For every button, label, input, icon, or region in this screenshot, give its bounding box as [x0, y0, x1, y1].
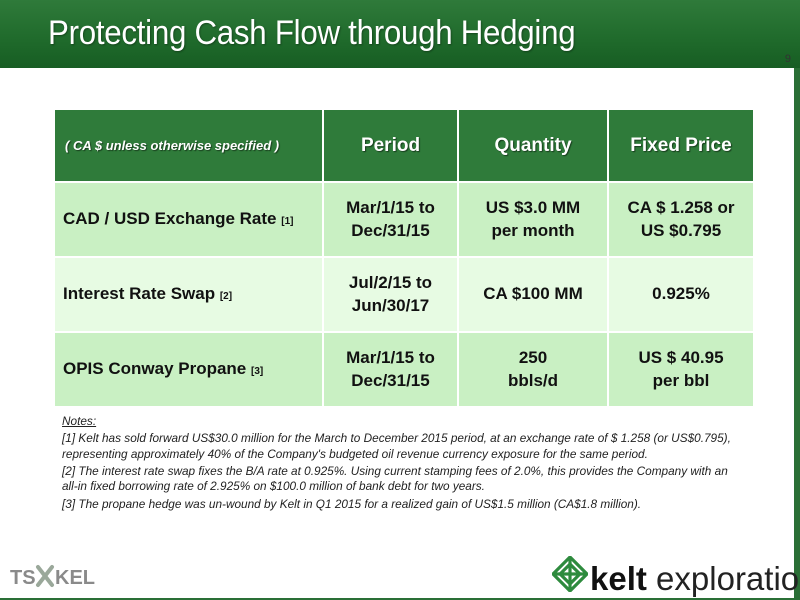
row-quantity: US $3.0 MM per month: [457, 181, 609, 258]
period-line-2: Dec/31/15: [351, 220, 430, 240]
table-row: Interest Rate Swap [2] Jul/2/15 to Jun/30…: [53, 256, 755, 333]
row-period: Jul/2/15 to Jun/30/17: [322, 256, 459, 333]
exploration-word: exploration: [656, 560, 800, 597]
period-line-2: Dec/31/15: [351, 370, 430, 390]
row-period: Mar/1/15 to Dec/31/15: [322, 181, 459, 258]
row-quantity: 250 bbls/d: [457, 331, 609, 408]
period-line-1: Jul/2/15 to: [348, 272, 433, 292]
quantity-line-1: CA $100 MM: [483, 284, 583, 304]
slide-title: Protecting Cash Flow through Hedging: [48, 14, 576, 52]
price-line-1: US $ 40.95: [638, 347, 724, 367]
header-period: Period: [322, 108, 459, 183]
table-row: CAD / USD Exchange Rate [1] Mar/1/15 to D…: [53, 181, 755, 258]
period-line-2: Jun/30/17: [351, 295, 430, 315]
row-label-text: OPIS Conway Propane: [63, 359, 247, 379]
page-number: 9: [784, 53, 791, 65]
row-price: CA $ 1.258 or US $0.795: [607, 181, 755, 258]
quantity-line-2: bbls/d: [507, 370, 559, 390]
notes-title: Notes:: [62, 414, 97, 428]
quantity-line-1: 250: [518, 347, 548, 367]
row-label: CAD / USD Exchange Rate [1]: [53, 181, 324, 258]
note-1: [1] Kelt has sold forward US$30.0 millio…: [62, 431, 731, 461]
row-label-text: Interest Rate Swap: [63, 284, 216, 304]
row-label: OPIS Conway Propane [3]: [53, 331, 324, 408]
table-header-row: ( CA $ unless otherwise specified ) Peri…: [53, 108, 755, 183]
quantity-line-1: US $3.0 MM: [485, 197, 581, 217]
kelt-exploration-wordmark: kelt exploration: [590, 559, 800, 599]
price-line-1: 0.925%: [652, 284, 710, 304]
note-3: [3] The propane hedge was un-wound by Ke…: [62, 496, 642, 511]
row-label: Interest Rate Swap [2]: [53, 256, 324, 333]
right-accent-bar: [794, 68, 800, 598]
header-spec: ( CA $ unless otherwise specified ): [53, 108, 324, 183]
row-quantity: CA $100 MM: [457, 256, 609, 333]
kelt-knot-icon: [550, 554, 590, 597]
period-line-1: Mar/1/15 to: [346, 197, 435, 217]
quantity-line-2: per month: [491, 220, 575, 240]
row-price: 0.925%: [607, 256, 755, 333]
header-quantity: Quantity: [457, 108, 609, 183]
header-fixed-price: Fixed Price: [607, 108, 755, 183]
price-line-2: US $0.795: [640, 220, 722, 240]
title-bar: Protecting Cash Flow through Hedging: [0, 0, 800, 68]
price-line-1: CA $ 1.258 or: [627, 197, 735, 217]
tsx-kel-logo-graphic: TS KEL: [10, 565, 95, 589]
period-line-1: Mar/1/15 to: [346, 347, 435, 367]
svg-text:KEL: KEL: [55, 567, 95, 589]
footer-bar: [0, 598, 800, 600]
row-ref: [3]: [251, 366, 264, 378]
row-ref: [1]: [281, 216, 294, 228]
tsx-kel-logo: TS KEL: [8, 562, 98, 595]
row-price: US $ 40.95 per bbl: [607, 331, 755, 408]
price-line-2: per bbl: [652, 370, 710, 390]
row-period: Mar/1/15 to Dec/31/15: [322, 331, 459, 408]
kelt-word: kelt: [590, 560, 647, 597]
hedging-table: ( CA $ unless otherwise specified ) Peri…: [53, 108, 755, 408]
note-2: [2] The interest rate swap fixes the B/A…: [62, 463, 728, 494]
table-row: OPIS Conway Propane [3] Mar/1/15 to Dec/3…: [53, 331, 755, 408]
row-label-text: CAD / USD Exchange Rate: [63, 209, 277, 229]
row-ref: [2]: [219, 291, 233, 303]
notes-section: Notes: [1] Kelt has sold forward US$30.0…: [62, 414, 742, 514]
svg-text:TS: TS: [10, 567, 36, 589]
